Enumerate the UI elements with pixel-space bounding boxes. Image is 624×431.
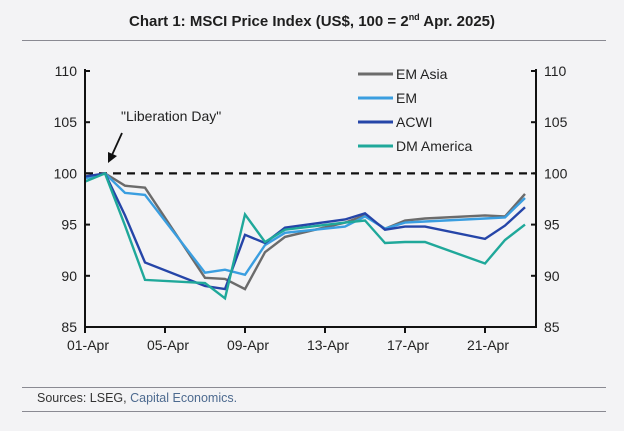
sources-bottom-divider <box>22 411 606 412</box>
left-y-tick-label: 110 <box>55 63 78 79</box>
right-y-tick-label: 85 <box>544 319 560 335</box>
left-y-tick-label: 95 <box>61 217 77 233</box>
sources-top-divider <box>22 387 606 388</box>
sources-note: Sources: LSEG, Capital Economics. <box>37 391 237 405</box>
series-line-em-asia <box>84 172 526 291</box>
right-y-tick-label: 105 <box>544 114 568 130</box>
x-tick-label: 21-Apr <box>467 337 509 353</box>
title-text: Chart 1: MSCI Price Index (US$, 100 = 2 <box>128 13 409 30</box>
annotation-arrow-head <box>108 152 117 163</box>
left-y-tick-label: 105 <box>54 114 78 130</box>
left-y-tick-label: 90 <box>61 268 77 284</box>
right-y-tick-label: 110 <box>544 63 567 79</box>
right-y-tick-label: 100 <box>544 165 568 181</box>
x-tick-label: 17-Apr <box>387 337 429 353</box>
annotation-liberation-day: "Liberation Day" <box>121 108 221 124</box>
chart-title: Chart 1: MSCI Price Index (US$, 100 = 2n… <box>0 12 624 30</box>
series-line-acwi <box>84 172 526 291</box>
legend-label-em: EM <box>396 90 417 106</box>
right-y-tick-label: 90 <box>544 268 560 284</box>
right-y-tick-label: 95 <box>544 217 560 233</box>
sources-link-capital-economics[interactable]: Capital Economics. <box>130 391 238 405</box>
x-tick-label: 13-Apr <box>307 337 349 353</box>
x-tick-label: 05-Apr <box>147 337 189 353</box>
x-tick-label: 09-Apr <box>227 337 269 353</box>
title-superscript: nd <box>408 12 420 22</box>
legend-label-dm-america: DM America <box>396 138 472 154</box>
sources-label: Sources: LSEG, <box>37 391 131 405</box>
legend-label-em-asia: EM Asia <box>396 66 448 82</box>
left-y-tick-label: 85 <box>61 319 77 335</box>
top-divider <box>22 40 606 41</box>
x-tick-label: 01-Apr <box>67 337 109 353</box>
annotation-arrow-shaft <box>111 132 123 156</box>
title-text-suffix: Apr. 2025) <box>419 13 496 30</box>
legend-label-acwi: ACWI <box>396 114 433 130</box>
series-line-dm-america <box>84 171 526 301</box>
left-y-tick-label: 100 <box>54 165 78 181</box>
